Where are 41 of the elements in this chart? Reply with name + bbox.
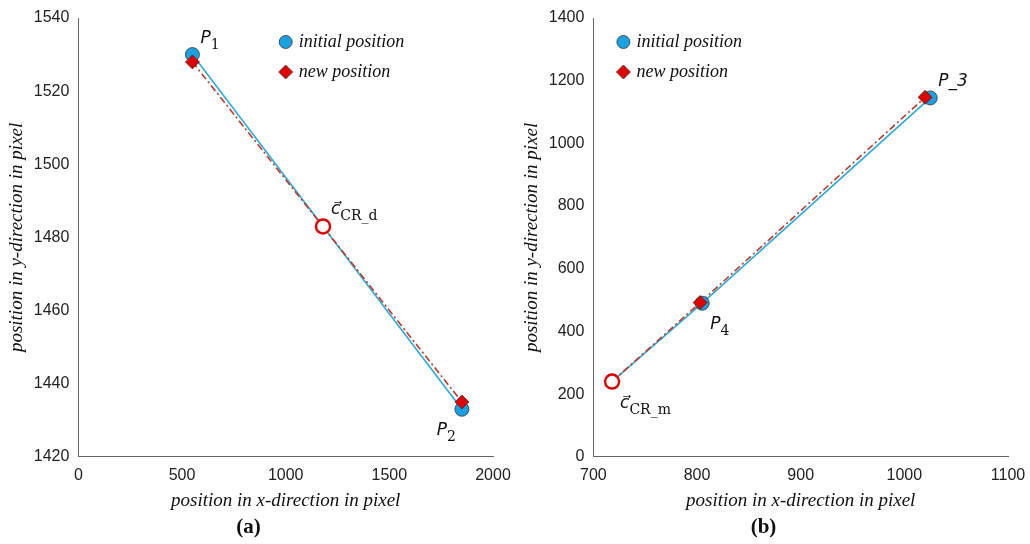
y-tick-label: 1440 [33,374,70,392]
annotation: P_3 [938,69,968,91]
y-tick-label: 1500 [33,154,70,172]
x-tick-label: 1500 [371,465,408,483]
y-tick-label: 1520 [33,81,70,99]
x-tick-label: 800 [683,465,711,483]
y-axis-title: position in y-direction in pixel [520,122,542,355]
legend-label: new position [636,60,728,81]
y-tick-label: 800 [557,196,585,214]
text: (b) [750,513,777,538]
y-tick-label: 1420 [33,447,70,465]
point [454,394,470,410]
x-tick-label: 900 [787,465,815,483]
y-tick-label: 1480 [33,227,70,245]
x-tick-label: 1100 [990,465,1026,483]
x-axis-title: position in x-direction in pixel [169,489,401,511]
text: (a) [236,513,261,538]
y-tick-label: 0 [575,447,585,465]
point [917,89,933,105]
y-tick-label: 1000 [548,133,585,151]
legend-label: initial position [298,30,405,51]
legend-label: new position [298,60,391,81]
point [314,218,332,235]
point [185,54,200,70]
y-tick-label: 1200 [548,71,585,89]
x-axis-title: position in x-direction in pixel [684,489,916,511]
point [603,373,621,390]
y-tick-label: 600 [557,259,585,277]
y-axis-title: position in y-direction in pixel [5,122,27,355]
y-tick-label: 1540 [33,8,70,26]
x-tick-label: 1000 [267,465,304,483]
x-tick-label: 2000 [475,465,511,483]
y-tick-label: 400 [557,321,585,339]
y-tick-label: 1460 [33,300,70,318]
x-tick-label: 500 [168,465,196,483]
y-tick-label: 1400 [548,8,585,26]
x-tick-label: 700 [580,465,607,483]
legend-label: initial position [636,30,742,51]
y-tick-label: 200 [557,384,585,402]
x-tick-label: 1000 [886,465,923,483]
x-tick-label: 0 [73,465,83,483]
